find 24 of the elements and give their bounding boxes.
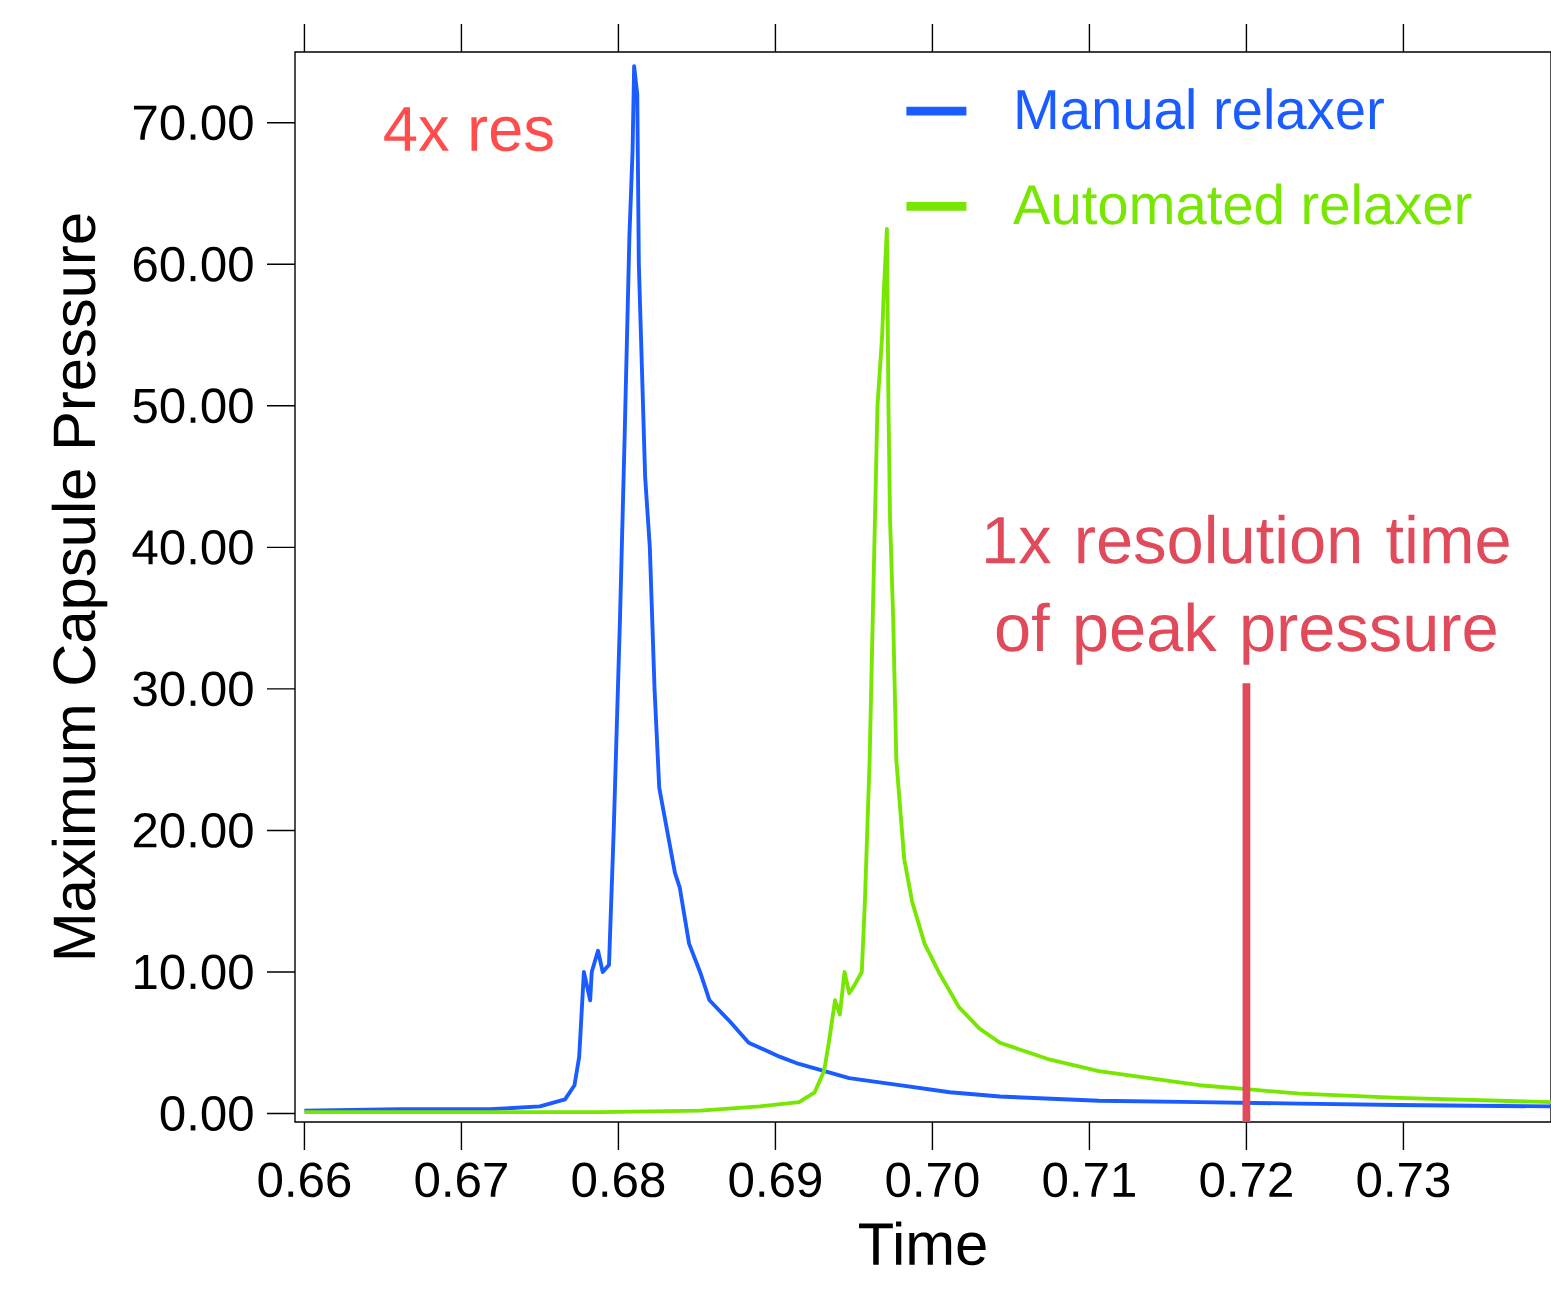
x-tick-label: 0.72: [1200, 1162, 1292, 1198]
y-tick-label: 70.00: [133, 105, 253, 141]
x-tick-label: 0.69: [729, 1162, 821, 1198]
y-tick-label: 50.00: [133, 388, 253, 424]
legend-label: Automated relaxer: [1013, 183, 1472, 225]
y-tick-label: 40.00: [132, 529, 253, 565]
ref-line-label: 1x resolution time of peak pressure: [986, 514, 1509, 665]
x-tick-label: 0.73: [1357, 1162, 1450, 1198]
annotation: 4x res: [384, 107, 553, 152]
x-tick-label: 0.67: [415, 1162, 507, 1198]
x-axis-title: Time: [859, 1221, 986, 1266]
line-series: [302, 64, 1551, 1113]
y-tick-label: 10.00: [135, 954, 253, 990]
x-tick-label: 0.71: [1043, 1162, 1135, 1198]
x-tick-label: 0.70: [886, 1162, 979, 1198]
x-tick-label: 0.68: [572, 1162, 665, 1198]
y-tick-label: 20.00: [133, 812, 253, 848]
legend-label: Manual relaxer: [1017, 88, 1384, 130]
y-tick-label: 0.00: [160, 1096, 253, 1131]
y-tick-label: 60.00: [133, 246, 253, 282]
y-tick-label: 30.00: [133, 671, 253, 707]
y-axis-title: Maximum Capsule Pressure: [51, 214, 108, 958]
line-series: [302, 226, 1551, 1115]
x-tick-label: 0.66: [258, 1162, 351, 1198]
